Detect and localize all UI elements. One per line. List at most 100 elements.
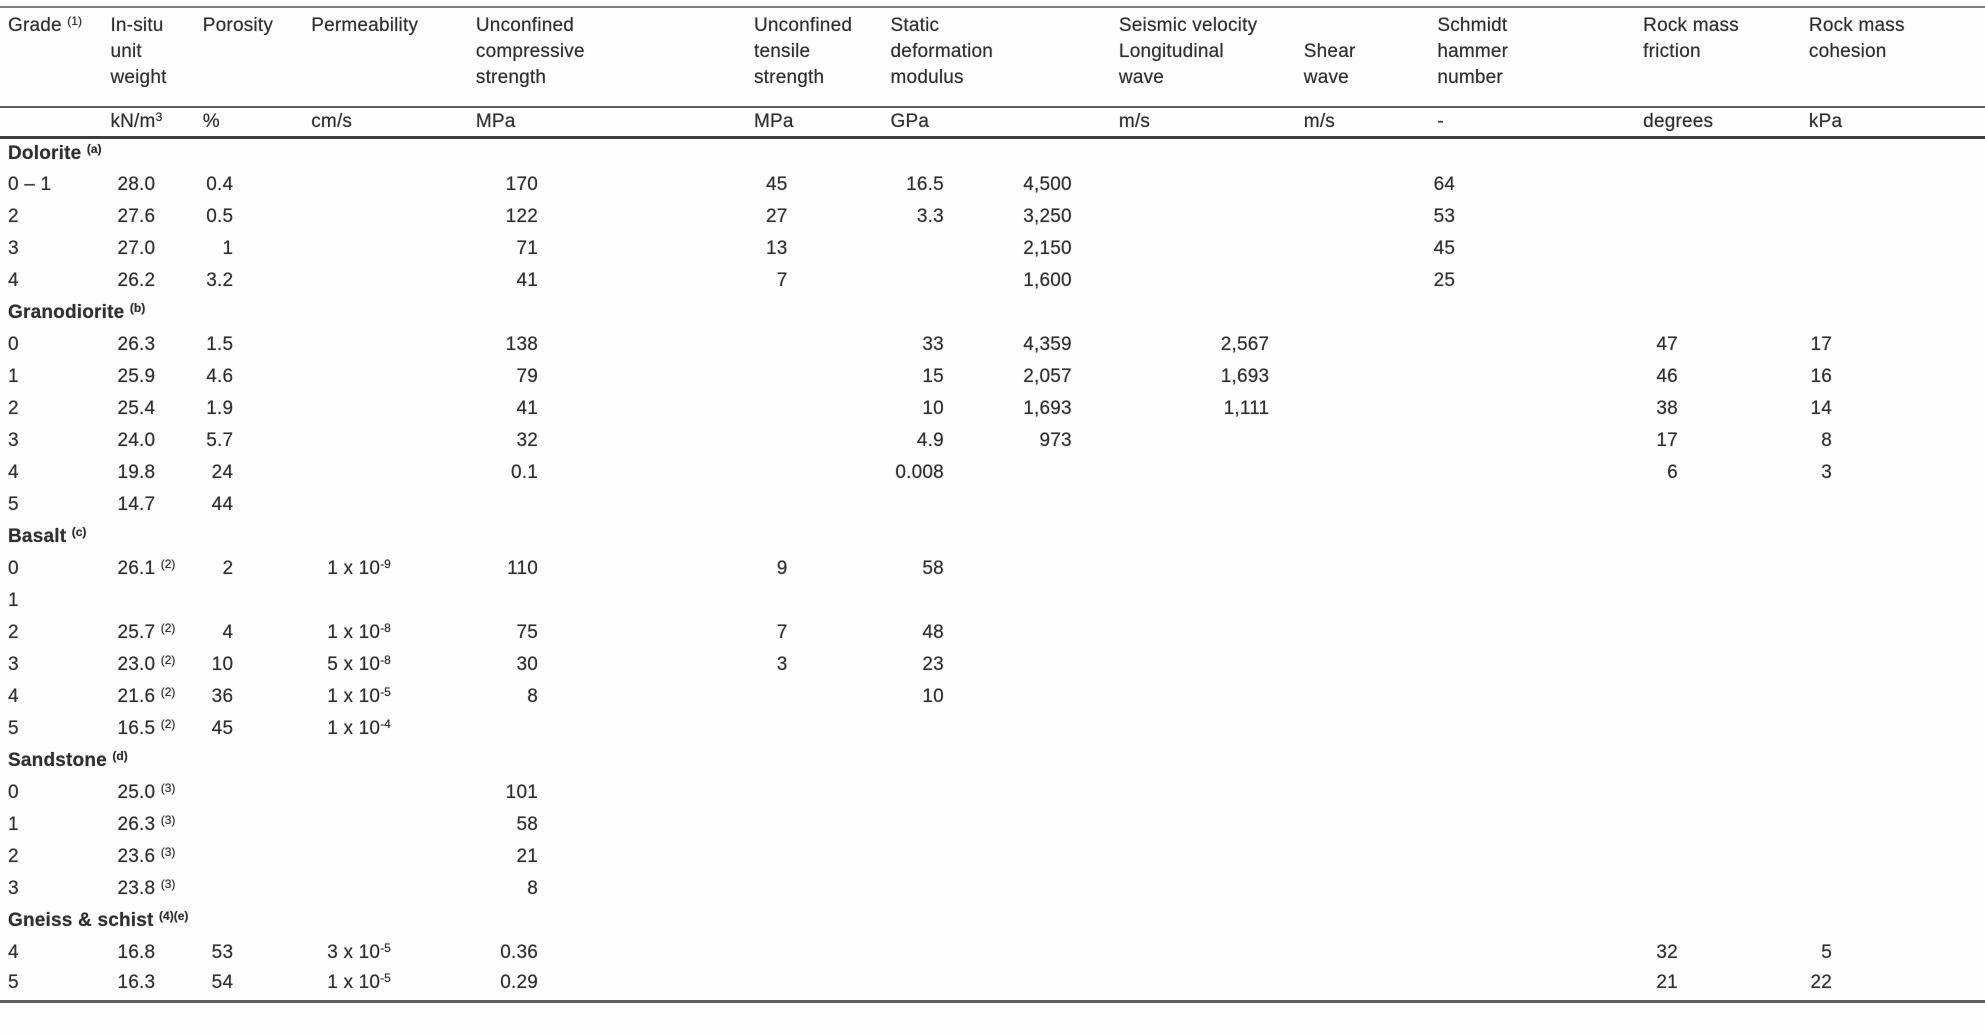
cell-friction bbox=[1558, 681, 1744, 713]
cell-cohesion bbox=[1744, 841, 1985, 873]
cell-vs bbox=[1212, 233, 1348, 265]
col-header-label-line: Permeability bbox=[311, 15, 419, 36]
cell-schmidt bbox=[1347, 393, 1558, 425]
cell-permeability bbox=[311, 809, 476, 841]
cell-friction bbox=[1558, 873, 1744, 905]
cell-vp bbox=[991, 585, 1212, 617]
cell-schmidt bbox=[1347, 617, 1558, 649]
cell-vp bbox=[991, 809, 1212, 841]
cell-grade: 4 bbox=[8, 462, 19, 483]
cell-vp bbox=[991, 553, 1212, 585]
cell-schmidt: 53 bbox=[1433, 206, 1456, 227]
cell-porosity: 0.5 bbox=[206, 206, 234, 227]
col-header-unit_weight: In-situ unit weight bbox=[110, 7, 203, 108]
cell-friction bbox=[1558, 713, 1744, 745]
table-row: 2 25.7 (2) 4 1 x 10-8 75 7 48 bbox=[0, 617, 1985, 649]
cell-vp bbox=[991, 617, 1212, 649]
cell-uts bbox=[754, 841, 891, 873]
col-header-vs: Shear wave bbox=[1211, 7, 1355, 108]
col-header-label-line: cohesion bbox=[1808, 41, 1887, 62]
cell-friction bbox=[1558, 169, 1744, 201]
cell-sdm: 58 bbox=[922, 558, 944, 579]
cell-friction bbox=[1558, 553, 1744, 585]
col-header-label-line: Rock mass bbox=[1808, 15, 1905, 36]
cell-friction: 21 bbox=[1558, 969, 1744, 1002]
cell-vs bbox=[1212, 777, 1348, 809]
cell-vs bbox=[1212, 553, 1348, 585]
cell-schmidt bbox=[1347, 809, 1558, 841]
cell-uts: 7 bbox=[776, 270, 788, 291]
cell-grade: 4 bbox=[8, 270, 19, 291]
cell-vp bbox=[991, 649, 1212, 681]
col-header-friction: Rock mass friction bbox=[1558, 7, 1744, 108]
table-row: 0 26.1 (2) 2 1 x 10-9 110 9 58 bbox=[0, 553, 1985, 585]
cell-grade: 1 bbox=[8, 590, 19, 611]
cell-unit_weight: 27.6 bbox=[117, 206, 156, 227]
cell-grade: 3 bbox=[8, 430, 19, 451]
table-row: 2 25.4 1.9 41 10 1,693 1,111 38 14 bbox=[0, 393, 1985, 425]
cell-permeability bbox=[311, 777, 476, 809]
cell-porosity: 1.5 bbox=[206, 334, 234, 355]
table-header: Grade (1) In-situ unit weight Porosity Permea… bbox=[0, 7, 1985, 139]
col-header-label-line: Longitudinal bbox=[1118, 41, 1224, 62]
cell-cohesion bbox=[1744, 553, 1985, 585]
col-header-label-line: friction bbox=[1643, 41, 1701, 62]
col-header-vp: Seismic velocity Longitudinal wave bbox=[990, 7, 1257, 108]
cell-uts bbox=[754, 713, 891, 745]
table-row: 0 – 1 28.0 0.4 170 45 16.5 4,500 64 bbox=[0, 169, 1985, 201]
cell-unit_weight: 25.9 bbox=[117, 366, 156, 387]
cell-porosity: 10 bbox=[211, 654, 234, 675]
section-name: Sandstone (d) bbox=[8, 749, 128, 771]
col-header-label-line: Static bbox=[890, 15, 940, 36]
col-header-label-line: tensile bbox=[753, 41, 811, 62]
cell-schmidt bbox=[1347, 329, 1558, 361]
unit-cell-uts: MPa bbox=[753, 107, 891, 139]
cell-uts bbox=[754, 681, 891, 713]
cell-friction bbox=[1558, 233, 1744, 265]
cell-unit_weight: 16.8 bbox=[117, 942, 156, 963]
cell-ucs: 58 bbox=[516, 814, 538, 835]
cell-uts bbox=[754, 809, 891, 841]
section-name: Basalt (c) bbox=[8, 525, 87, 547]
cell-friction bbox=[1558, 201, 1744, 233]
section-header-row: Basalt (c) bbox=[0, 521, 1985, 553]
cell-cohesion: 5 bbox=[1821, 942, 1832, 963]
cell-porosity: 4.6 bbox=[206, 366, 234, 387]
cell-vp bbox=[990, 969, 1212, 1002]
cell-sdm: 16.5 bbox=[906, 174, 944, 195]
cell-vp: 2,150 bbox=[1023, 238, 1072, 259]
cell-grade: 2 bbox=[8, 206, 19, 227]
cell-vs bbox=[1212, 649, 1348, 681]
cell-vp: 4,500 bbox=[1023, 174, 1072, 195]
cell-cohesion: 16 bbox=[1810, 366, 1832, 387]
cell-sdm: 15 bbox=[922, 366, 944, 387]
cell-friction: 38 bbox=[1656, 398, 1678, 419]
cell-ucs: 101 bbox=[505, 782, 538, 803]
cell-grade: 0 – 1 bbox=[8, 174, 52, 195]
cell-vs bbox=[1212, 617, 1348, 649]
table-row: 5 16.3 54 1 x 10-5 0.29 21 22 bbox=[0, 969, 1985, 1002]
cell-ucs: 138 bbox=[505, 334, 538, 355]
cell-permeability: 1 x 10-9 bbox=[327, 557, 391, 579]
cell-permeability bbox=[311, 873, 476, 905]
unit-cell-ucs: MPa bbox=[475, 107, 754, 139]
cell-permeability: 1 x 10-8 bbox=[327, 621, 391, 643]
cell-unit_weight: 16.3 bbox=[110, 969, 203, 1002]
cell-friction bbox=[1558, 841, 1744, 873]
cell-schmidt bbox=[1347, 937, 1558, 969]
cell-schmidt: 64 bbox=[1433, 174, 1456, 195]
table-row: 4 21.6 (2) 36 1 x 10-5 8 10 bbox=[0, 681, 1985, 713]
cell-permeability: 1 x 10-5 bbox=[327, 685, 391, 707]
cell-vs bbox=[1212, 713, 1348, 745]
cell-sdm: 3.3 bbox=[916, 206, 944, 227]
cell-porosity: 1 bbox=[222, 238, 234, 259]
table-row: 3 27.0 1 71 13 2,150 45 bbox=[0, 233, 1985, 265]
cell-vs: 1,111 bbox=[1223, 398, 1270, 419]
cell-permeability bbox=[311, 169, 476, 201]
cell-uts: 27 bbox=[765, 206, 788, 227]
cell-grade: 2 bbox=[8, 398, 19, 419]
table-row: 4 26.2 3.2 41 7 1,600 25 bbox=[0, 265, 1985, 297]
cell-ucs: 0.29 bbox=[475, 969, 754, 1002]
cell-friction: 6 bbox=[1667, 462, 1678, 483]
cell-friction: 17 bbox=[1656, 430, 1678, 451]
